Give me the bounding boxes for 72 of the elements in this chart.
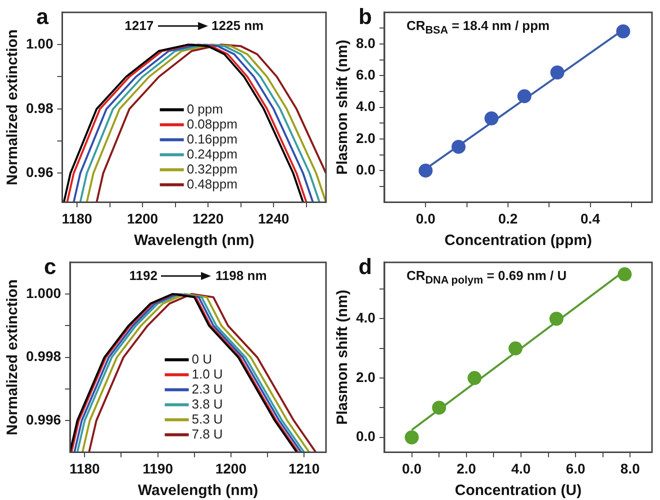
x-tick-label: 4.0 [511,460,531,476]
point [418,164,433,178]
legend-label: 0.32ppm [186,161,238,176]
x-tick-label: 0.0 [416,210,436,226]
point [550,66,564,80]
x-tick-label: 1190 [142,460,174,476]
legend-label: 0.48ppm [186,176,238,192]
x-tick-label: 8.0 [620,460,640,476]
legend-label: 0.16ppm [186,131,238,146]
y-tick-label: 2.0 [356,368,376,385]
point [432,400,446,415]
annotation: CR$_{BSA}$ = 18.4 nm / ppm [406,18,550,37]
x-tick-label: 1180 [62,210,92,226]
chart-title: a [36,4,48,30]
y-tick-label: 6.0 [356,66,376,83]
point [468,371,482,386]
y-tick-label: 4.0 [356,310,376,326]
legend-label: 5.3 U [192,411,223,426]
x-tick-label: 1200 [126,210,158,226]
annotation: 1217 [124,18,154,34]
x-tick-label: 1210 [288,460,320,476]
annotation: CR$_{DNA polym}$ = 0.69 nm / U [406,268,567,287]
y-axis-title: Plasmon shift (nm) [334,290,352,425]
x-tick-label: 2.0 [456,460,476,476]
x-axis-title: Concentration (U) [454,482,582,500]
point [404,430,419,444]
legend-label: 7.8 U [192,426,223,442]
y-tick-label: 0.998 [26,348,62,364]
y-axis-title: Normalized extinction [4,29,22,186]
chart-title: d [358,254,372,280]
y-tick-label: 0.996 [26,411,62,428]
annotation: 1192 [129,268,158,284]
y-tick-label: 1.000 [26,284,62,301]
legend-label: 0.08ppm [186,116,238,132]
point [517,89,532,104]
x-tick-label: 6.0 [566,460,586,476]
legend-label: 2.3 U [192,381,223,396]
x-tick-label: 1240 [258,210,290,226]
legend-label: 1.0 U [192,366,223,382]
y-tick-label: 0.98 [26,100,54,116]
x-axis-title: Wavelength (nm) [138,482,258,500]
x-tick-label: 0.4 [580,210,600,226]
legend-label: 3.8 U [192,396,223,412]
x-tick-label: 1220 [192,210,224,226]
y-tick-label: 0.96 [26,164,54,180]
legend-label: 0 U [192,351,212,366]
annotation: 1198 nm [215,268,267,284]
y-tick-label: 8.0 [356,34,376,51]
y-tick-label: 0.0 [356,428,376,444]
point [508,341,522,356]
y-tick-label: 4.0 [356,98,376,114]
x-tick-label: 1180 [69,460,100,476]
legend-label: 0 ppm [186,101,223,116]
x-tick-label: 1200 [215,460,247,476]
point [618,267,632,282]
y-tick-label: 1.00 [26,35,54,52]
y-axis-title: Normalized extinction [4,279,22,436]
x-axis-title: Concentration (ppm) [444,232,592,250]
x-axis-title: Wavelength (nm) [134,232,254,250]
y-tick-label: 0.0 [356,161,376,178]
chart-title: b [358,4,372,30]
point [616,24,630,38]
chart-title: c [44,254,56,280]
y-tick-label: 2.0 [356,130,376,146]
x-tick-label: 0.0 [402,460,422,476]
y-axis-title: Plasmon shift (nm) [334,40,352,175]
legend-label: 0.24ppm [186,146,238,162]
x-tick-label: 0.2 [498,210,518,226]
point [484,111,498,126]
point [549,312,564,326]
annotation: 1225 nm [212,18,264,34]
point [452,140,466,154]
